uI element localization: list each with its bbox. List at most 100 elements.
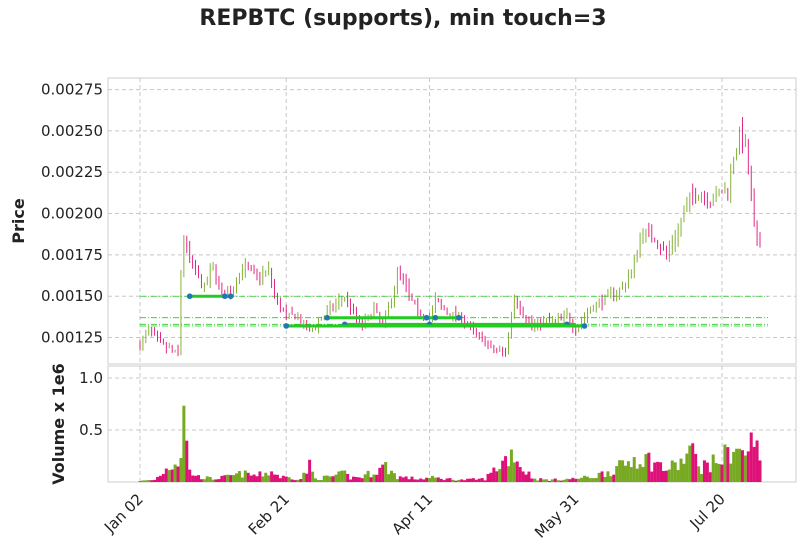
volume-bar xyxy=(635,468,639,482)
volume-bar xyxy=(413,479,417,482)
volume-bar xyxy=(483,480,487,482)
volume-bar xyxy=(556,480,560,482)
volume-bar xyxy=(416,479,420,482)
volume-bar xyxy=(518,467,522,482)
volume-bar xyxy=(357,477,361,482)
volume-bar xyxy=(378,467,382,482)
price-tick-label: 0.00250 xyxy=(41,122,103,140)
volume-bar xyxy=(425,477,429,482)
volume-bar xyxy=(316,479,320,482)
volume-bar xyxy=(223,475,227,482)
volume-bar xyxy=(506,466,510,482)
volume-bar xyxy=(638,464,642,482)
volume-bar xyxy=(527,471,531,482)
x-tick-label: Jan 02 xyxy=(100,490,147,537)
volume-bar xyxy=(629,467,633,482)
volume-bar xyxy=(264,472,268,482)
support-touch-point xyxy=(283,323,290,329)
volume-bar xyxy=(618,460,622,482)
x-tick-label: Apr 11 xyxy=(388,490,436,538)
volume-bar xyxy=(653,462,657,482)
volume-bar xyxy=(746,451,750,482)
volume-bar xyxy=(568,479,572,482)
volume-bar xyxy=(255,476,259,482)
volume-bar xyxy=(296,479,300,482)
chart-title: REPBTC (supports), min touch=3 xyxy=(199,6,607,31)
volume-bar xyxy=(243,470,247,482)
volume-bar xyxy=(337,471,341,482)
volume-bar xyxy=(673,462,677,482)
price-tick-label: 0.00275 xyxy=(41,81,103,99)
volume-bar xyxy=(621,460,625,482)
volume-bar xyxy=(196,475,200,482)
volume-bar xyxy=(758,460,762,482)
volume-bar xyxy=(597,472,601,482)
volume-bar xyxy=(311,471,315,482)
volume-bar xyxy=(173,464,177,482)
volume-bar xyxy=(565,478,569,482)
volume-bar xyxy=(547,480,551,482)
volume-bar xyxy=(340,470,344,482)
volume-bar xyxy=(331,476,335,482)
volume-bar xyxy=(261,476,265,482)
volume-bar xyxy=(729,463,733,482)
volume-bar xyxy=(679,458,683,482)
volume-bar xyxy=(226,474,230,482)
volume-bar xyxy=(194,475,198,482)
volume-bar xyxy=(202,479,206,482)
support-touch-point xyxy=(423,314,430,321)
volume-bar xyxy=(501,460,505,482)
volume-bar xyxy=(553,478,557,482)
volume-bar xyxy=(293,480,297,482)
volume-bar xyxy=(509,449,513,482)
volume-bar xyxy=(591,478,595,482)
volume-bar xyxy=(372,474,376,482)
volume-bar xyxy=(691,443,695,482)
volume-bar xyxy=(647,452,651,482)
volume-bar xyxy=(360,478,364,482)
volume-bar xyxy=(600,471,604,482)
price-tick-label: 0.00175 xyxy=(41,246,103,264)
volume-bar xyxy=(661,470,665,482)
volume-bar xyxy=(381,464,385,482)
volume-bar xyxy=(480,478,484,482)
volume-bar xyxy=(700,474,704,482)
volume-tick-label: 1.0 xyxy=(79,369,103,387)
support-touch-point xyxy=(581,323,588,329)
volume-bar xyxy=(384,462,388,482)
volume-bar xyxy=(656,461,660,482)
price-tick-label: 0.00125 xyxy=(41,329,103,347)
volume-bar xyxy=(504,456,508,482)
volume-bar xyxy=(536,480,540,482)
volume-bar xyxy=(626,461,630,482)
volume-bar xyxy=(580,477,584,482)
volume-bar xyxy=(249,475,253,482)
volume-bar xyxy=(612,474,616,482)
volume-bar xyxy=(735,448,739,482)
volume-bar xyxy=(179,457,183,482)
volume-bar xyxy=(732,451,736,482)
volume-bar xyxy=(191,475,195,482)
volume-bar xyxy=(354,477,358,482)
volume-bar xyxy=(398,476,402,482)
volume-bar xyxy=(161,473,165,482)
volume-bar xyxy=(492,467,496,482)
volume-bar xyxy=(404,476,408,482)
volume-bar xyxy=(457,479,461,482)
volume-bar xyxy=(711,454,715,482)
volume-bar xyxy=(755,440,759,482)
volume-bar xyxy=(164,468,168,482)
volume-bar xyxy=(471,478,475,482)
volume-bar xyxy=(407,479,411,482)
volume-bar xyxy=(562,479,566,482)
volume-bar xyxy=(428,478,432,482)
volume-bar xyxy=(325,475,329,482)
volume-bar xyxy=(322,475,326,482)
volume-bar xyxy=(208,477,212,482)
volume-bar xyxy=(185,440,189,482)
volume-bar xyxy=(375,474,379,482)
volume-bar xyxy=(182,405,186,482)
volume-bar xyxy=(650,471,654,482)
volume-bar xyxy=(585,476,589,482)
